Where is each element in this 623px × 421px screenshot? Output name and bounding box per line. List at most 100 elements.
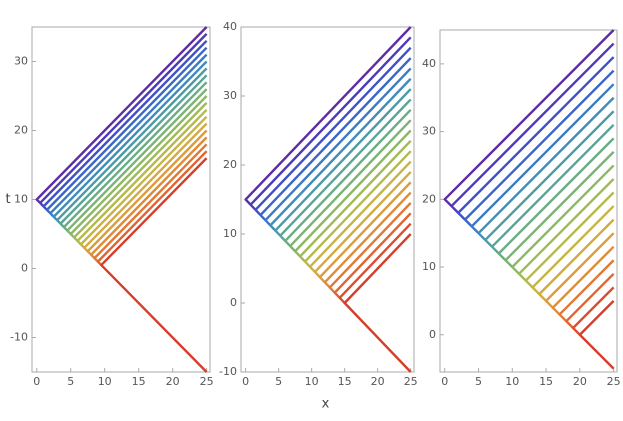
data-line [293, 129, 412, 258]
data-line [93, 143, 208, 263]
data-line [288, 119, 412, 253]
data-line [62, 81, 208, 232]
x-tick-label: 20 [573, 375, 587, 388]
data-line [86, 129, 208, 256]
y-tick-label: 0 [21, 262, 28, 275]
x-tick-label: 25 [607, 375, 621, 388]
data-line [558, 259, 615, 323]
data-line [328, 202, 412, 294]
data-line [59, 74, 208, 228]
data-line [504, 151, 615, 268]
data-line [38, 33, 208, 208]
data-line [571, 286, 615, 336]
y-tick-label: 20 [14, 124, 28, 137]
data-line [55, 67, 208, 225]
y-tick-label: 40 [223, 20, 237, 33]
data-line [477, 96, 615, 241]
x-tick-label: 25 [200, 375, 214, 388]
data-line [443, 29, 615, 207]
data-line [490, 123, 615, 255]
data-line [298, 140, 412, 263]
x-tick-label: 15 [338, 375, 352, 388]
x-tick-label: 5 [475, 375, 482, 388]
data-line [463, 69, 615, 228]
plot-frame [439, 29, 618, 373]
data-line [259, 57, 412, 222]
x-tick-label: 5 [67, 375, 74, 388]
data-line [42, 39, 208, 211]
data-line [313, 171, 412, 278]
data-line [343, 233, 412, 373]
x-tick-label: 15 [539, 375, 553, 388]
data-line [333, 212, 412, 299]
y-tick-label: -10 [10, 331, 28, 344]
y-tick-label: 10 [223, 227, 237, 240]
data-line [89, 136, 208, 259]
y-tick-label: 0 [230, 296, 237, 309]
y-tick-label: 40 [422, 57, 436, 70]
x-tick-label: 5 [275, 375, 282, 388]
data-line [66, 88, 208, 235]
y-tick-label: 10 [14, 193, 28, 206]
data-line [249, 36, 412, 211]
data-line [308, 160, 412, 273]
data-line [551, 245, 615, 316]
data-line [69, 95, 208, 239]
y-tick-label: 30 [14, 55, 28, 68]
data-line [96, 150, 208, 266]
x-tick-label: 10 [98, 375, 112, 388]
data-line [524, 191, 615, 289]
data-line [52, 60, 208, 222]
data-line [35, 26, 208, 204]
y-tick-label: 30 [223, 89, 237, 102]
data-line [484, 110, 615, 248]
data-line [338, 222, 412, 304]
data-line [497, 137, 615, 262]
x-tick-label: 0 [441, 375, 448, 388]
x-tick-label: 20 [371, 375, 385, 388]
data-line [544, 232, 615, 309]
data-line [83, 122, 208, 253]
x-tick-label: 0 [242, 375, 249, 388]
data-line [45, 46, 208, 215]
data-line [49, 53, 208, 218]
plot-frame [240, 26, 415, 373]
data-line [254, 46, 412, 216]
data-line [511, 164, 615, 275]
data-line [578, 300, 615, 370]
y-tick-label: 0 [429, 328, 436, 341]
data-line [323, 191, 412, 289]
data-line [538, 218, 615, 302]
data-line [517, 178, 615, 282]
data-line [79, 115, 208, 249]
data-line [279, 98, 412, 242]
data-line [470, 83, 615, 235]
x-tick-label: 15 [132, 375, 146, 388]
data-line [100, 157, 208, 373]
x-tick-label: 20 [166, 375, 180, 388]
data-line [244, 26, 412, 206]
data-line [76, 108, 208, 246]
data-line [457, 56, 615, 221]
data-line [303, 150, 412, 268]
data-line [450, 42, 615, 214]
data-line [318, 181, 412, 284]
data-line [72, 102, 208, 242]
y-tick-label: 10 [422, 260, 436, 273]
x-tick-label: 25 [404, 375, 418, 388]
data-line [565, 272, 615, 329]
data-line [264, 67, 412, 227]
x-axis-label: x [322, 397, 330, 412]
y-tick-label: -10 [219, 365, 237, 378]
x-tick-label: 0 [33, 375, 40, 388]
x-tick-label: 10 [305, 375, 319, 388]
y-axis-label: t [5, 192, 10, 207]
y-tick-label: 20 [422, 192, 436, 205]
data-line [531, 205, 615, 295]
data-line [284, 108, 412, 247]
x-tick-label: 10 [505, 375, 519, 388]
y-tick-label: 20 [223, 158, 237, 171]
data-line [274, 88, 412, 237]
data-line [269, 77, 412, 232]
